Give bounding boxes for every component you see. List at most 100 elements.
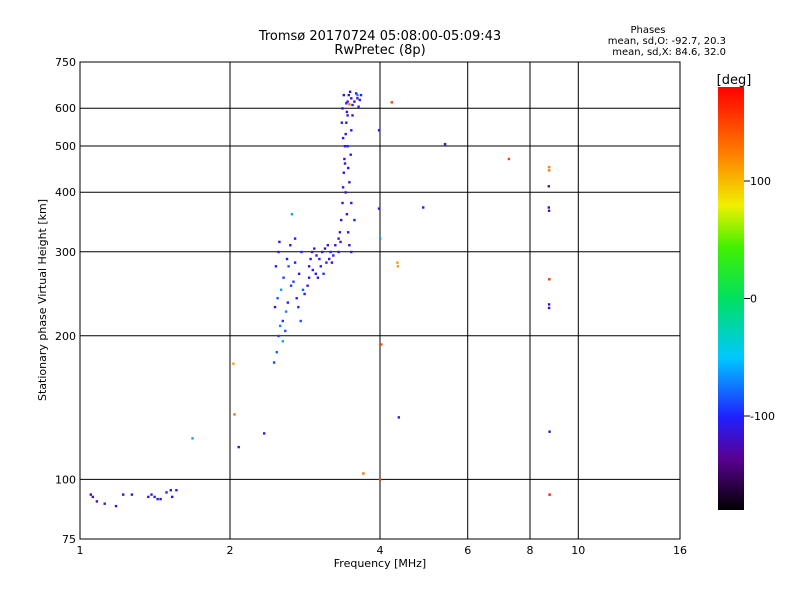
data-point [263, 432, 266, 435]
data-point [299, 319, 302, 323]
data-point [350, 201, 353, 205]
data-point [337, 237, 340, 240]
data-point [281, 340, 284, 343]
data-point [330, 261, 334, 264]
data-point [147, 495, 150, 499]
data-point [91, 495, 94, 499]
data-point [290, 213, 294, 216]
data-point [171, 495, 174, 499]
data-point [156, 497, 159, 501]
data-point [343, 157, 346, 161]
data-point [341, 186, 345, 189]
data-point [322, 272, 325, 275]
data-point [301, 288, 305, 291]
data-point [150, 493, 153, 496]
data-point [297, 305, 300, 309]
x-axis-label: Frequency [MHz] [334, 557, 426, 570]
colorbar [718, 87, 744, 510]
data-point [309, 257, 312, 261]
data-point [341, 201, 344, 205]
data-point [548, 493, 551, 496]
stats-line-o: mean, sd,O: -92.7, 20.3 [608, 36, 726, 47]
data-point [348, 244, 351, 247]
data-point [321, 250, 324, 254]
data-point [303, 292, 306, 296]
colorbar-tick-label: 0 [750, 293, 757, 306]
data-point [342, 93, 345, 97]
data-point [380, 343, 383, 346]
data-point [316, 276, 320, 279]
colorbar-tick-label: 100 [750, 175, 771, 188]
data-point [390, 101, 393, 104]
data-point [300, 250, 303, 254]
data-point [547, 306, 551, 310]
x-tick-label: 6 [464, 544, 471, 557]
data-point [548, 430, 551, 433]
data-point [547, 165, 551, 169]
data-point [315, 254, 318, 257]
data-point [338, 231, 342, 234]
colorbar-tick-label: -100 [750, 410, 775, 423]
data-point [159, 497, 162, 501]
data-point [377, 207, 381, 210]
data-point [339, 240, 342, 244]
data-point [356, 97, 359, 100]
data-point [344, 132, 347, 136]
data-point [350, 129, 353, 132]
data-point [323, 247, 327, 250]
y-tick-label: 750 [55, 56, 76, 69]
data-point [355, 92, 358, 95]
data-point [232, 362, 235, 365]
chart-subtitle: RwPretec (8p) [334, 43, 425, 58]
data-point [289, 244, 292, 247]
data-point [292, 280, 295, 283]
data-point [328, 257, 331, 261]
data-point [377, 129, 381, 132]
y-tick-labels: 75 100 200 300 400 500 600 750 [55, 56, 76, 546]
data-point [103, 502, 106, 505]
data-point [318, 257, 321, 261]
data-point [351, 103, 354, 107]
y-tick-label: 600 [55, 102, 76, 115]
data-point [348, 103, 351, 106]
data-point [314, 272, 317, 275]
colorbar-ticks: 100 0 -100 [744, 175, 775, 423]
data-point [277, 334, 280, 338]
data-point [351, 114, 354, 117]
stats-line-x: mean, sd,X: 84.6, 32.0 [612, 47, 726, 58]
data-point [345, 110, 349, 114]
y-tick-label: 300 [55, 246, 76, 259]
data-point [307, 265, 311, 268]
data-point [547, 303, 551, 306]
data-point [346, 114, 349, 117]
data-point [313, 247, 316, 250]
data-point [295, 297, 298, 300]
data-point [350, 97, 353, 100]
data-point [343, 145, 347, 148]
data-point [332, 254, 335, 257]
data-point [345, 121, 348, 124]
y-axis-label: Stationary phase Virtual Height [km] [36, 199, 49, 401]
data-point [276, 297, 279, 300]
data-point [284, 310, 288, 313]
data-point [346, 100, 349, 103]
data-point [284, 329, 287, 333]
data-point [340, 218, 343, 222]
data-point [293, 261, 297, 264]
data-point [348, 181, 351, 184]
data-point [297, 272, 301, 275]
data-point [334, 244, 337, 247]
data-point [165, 491, 168, 494]
data-point [348, 90, 352, 93]
data-point [278, 240, 281, 244]
data-point [342, 171, 345, 174]
data-point [285, 257, 289, 261]
data-point [233, 413, 236, 416]
data-point [169, 489, 172, 492]
data-point [547, 169, 551, 172]
data-point [277, 250, 280, 254]
data-point [347, 93, 350, 97]
data-point [319, 265, 322, 268]
data-point [286, 301, 289, 304]
data-point [279, 288, 283, 291]
